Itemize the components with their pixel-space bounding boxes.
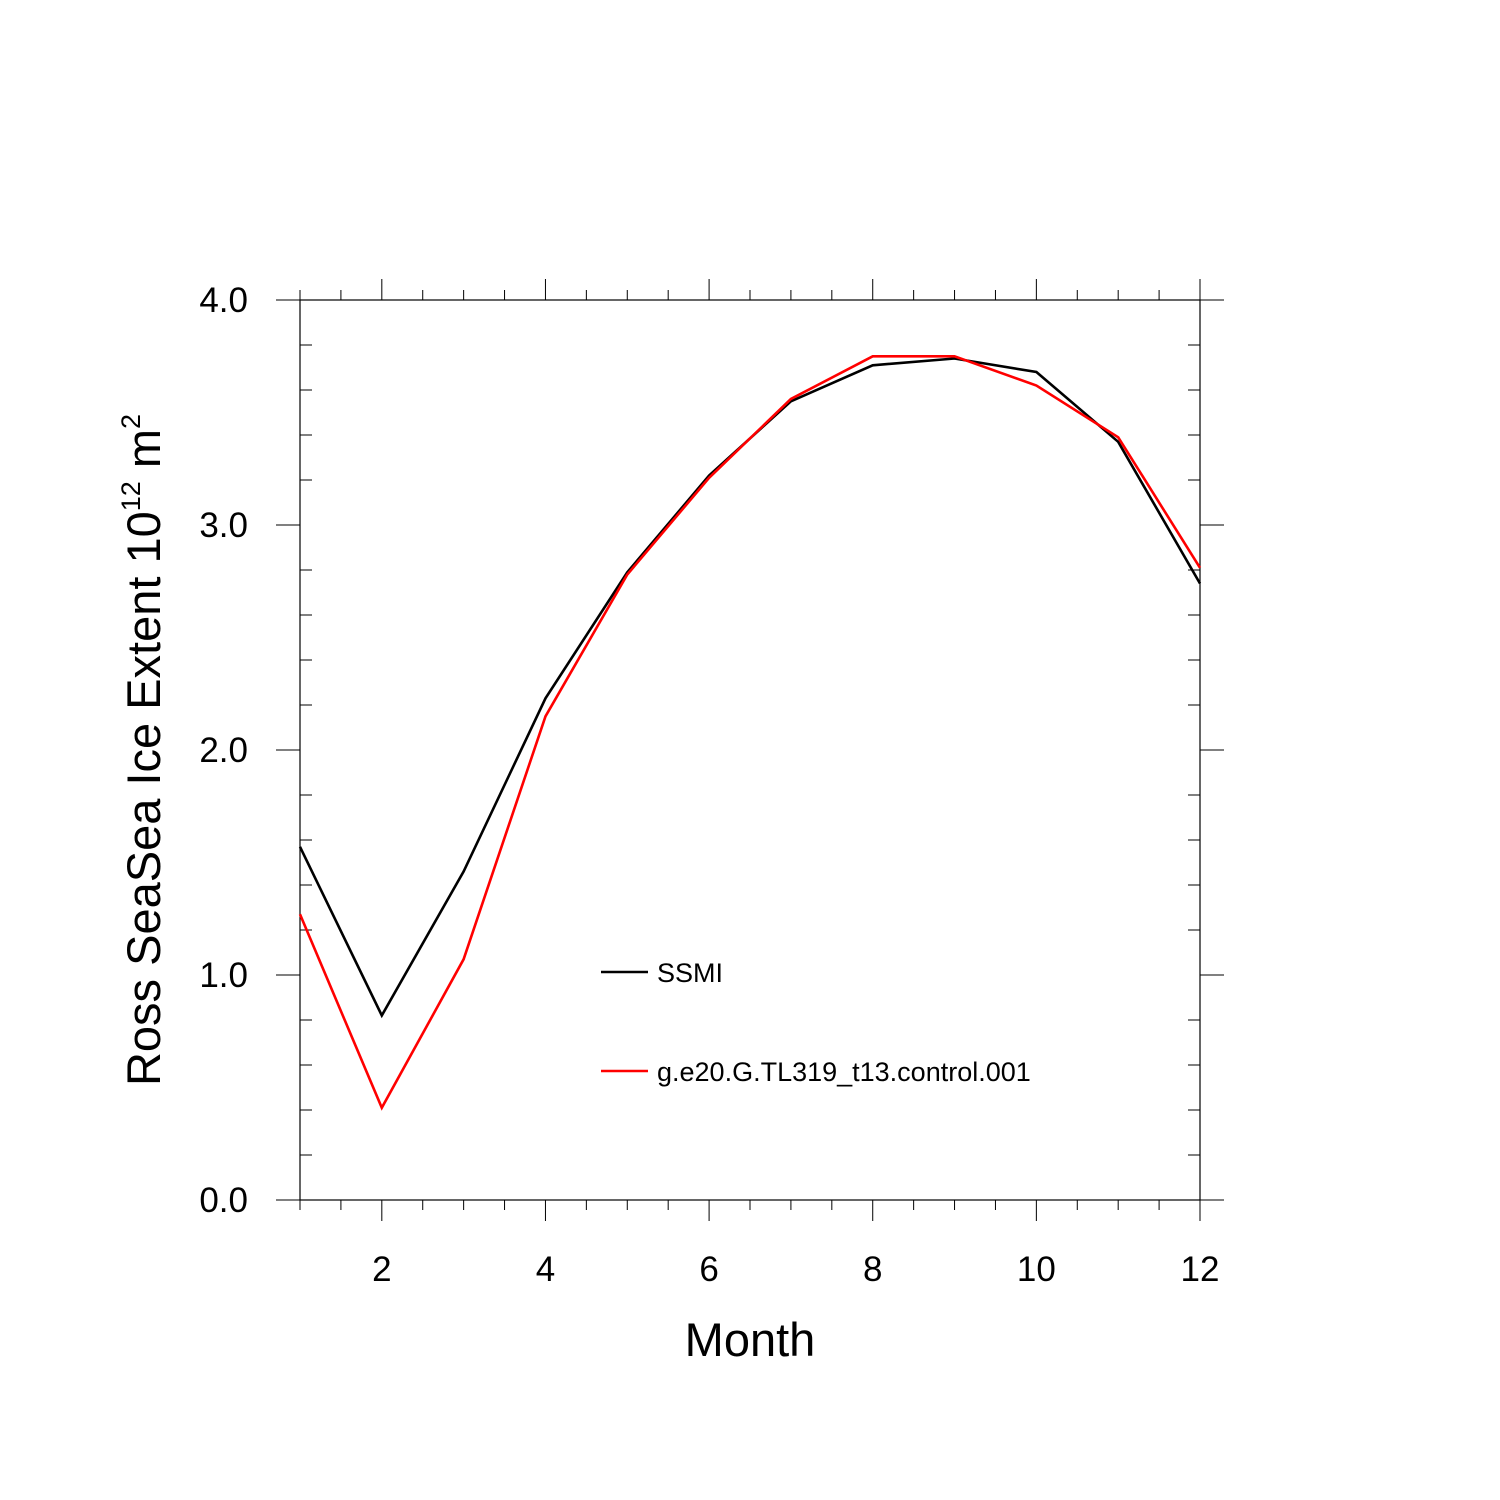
- y-axis-title-exp: 12: [116, 481, 146, 511]
- legend: SSMI g.e20.G.TL319_t13.control.001: [601, 958, 1031, 1087]
- x-axis-title: Month: [685, 1313, 816, 1366]
- y-axis-title-unit: m: [117, 429, 170, 481]
- series-lines: [298, 354, 1202, 1111]
- legend-label: g.e20.G.TL319_t13.control.001: [657, 1057, 1031, 1087]
- y-tick-label: 0.0: [199, 1181, 248, 1220]
- y-tick-label: 2.0: [199, 731, 248, 770]
- x-tick-label: 8: [863, 1250, 882, 1289]
- y-tick-label: 3.0: [199, 506, 248, 545]
- y-axis-title: Ross SeaSea Ice Extent 1012 m2: [116, 414, 170, 1086]
- y-tick-label: 4.0: [199, 281, 248, 320]
- y-axis-title-unit-exp: 2: [116, 414, 146, 429]
- y-axis-title-main: Ross SeaSea Ice Extent 10: [117, 511, 170, 1086]
- tick-labels: 2 4 6 8 10 12 0.0 1.0 2.0 3.0 4.0: [199, 281, 1219, 1289]
- x-tick-label: 6: [699, 1250, 718, 1289]
- axis-ticks: [276, 279, 1224, 1221]
- legend-label: SSMI: [657, 958, 723, 988]
- series-line-1: [298, 357, 1202, 1019]
- x-tick-label: 12: [1181, 1250, 1220, 1289]
- x-tick-label: 4: [536, 1250, 555, 1289]
- series-line-2: [298, 354, 1202, 1111]
- y-tick-label: 1.0: [199, 956, 248, 995]
- x-tick-label: 10: [1017, 1250, 1056, 1289]
- x-tick-label: 2: [372, 1250, 391, 1289]
